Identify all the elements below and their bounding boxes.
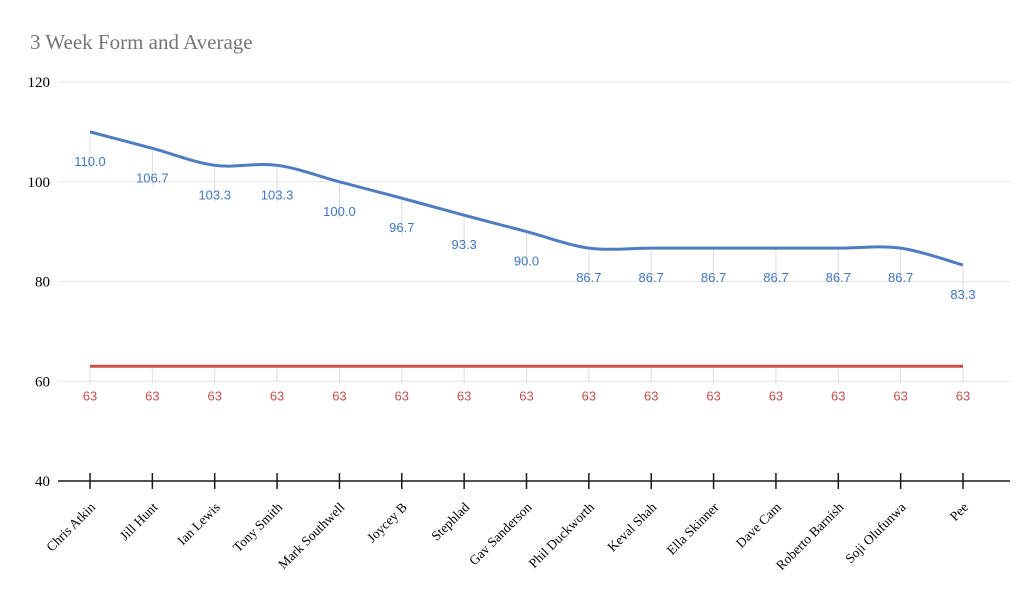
x-category-label: Stephlad (428, 499, 472, 543)
data-label-form: 86.7 (888, 270, 913, 285)
x-category-label: Ian Lewis (174, 500, 223, 549)
data-label-average: 63 (893, 388, 907, 403)
x-category-label: Keval Shah (604, 499, 659, 554)
data-label-form: 86.7 (763, 270, 788, 285)
x-category-label: Gav Sanderson (466, 499, 535, 568)
data-label-average: 63 (706, 388, 720, 403)
data-label-average: 63 (519, 388, 533, 403)
data-label-average: 63 (270, 388, 284, 403)
data-label-average: 63 (457, 388, 471, 403)
data-label-form: 100.0 (323, 204, 356, 219)
data-label-form: 86.7 (701, 270, 726, 285)
data-label-average: 63 (83, 388, 97, 403)
data-label-form: 83.3 (950, 287, 975, 302)
data-label-average: 63 (582, 388, 596, 403)
data-label-average: 63 (145, 388, 159, 403)
data-label-form: 103.3 (261, 187, 294, 202)
data-label-form: 86.7 (826, 270, 851, 285)
x-category-label: Chris Atkin (43, 499, 98, 554)
y-tick-label: 60 (35, 374, 50, 390)
x-category-label: Pee (947, 500, 971, 524)
data-label-average: 63 (769, 388, 783, 403)
data-label-average: 63 (644, 388, 658, 403)
data-label-form: 86.7 (639, 270, 664, 285)
data-label-form: 106.7 (136, 170, 169, 185)
data-label-average: 63 (395, 388, 409, 403)
x-category-label: Phil Duckworth (526, 499, 598, 571)
data-label-form: 110.0 (74, 154, 106, 169)
x-category-label: Roberto Barnish (773, 499, 847, 573)
data-label-average: 63 (956, 388, 970, 403)
x-category-label: Ella Skinner (664, 499, 722, 557)
y-tick-label: 80 (35, 275, 50, 291)
data-label-average: 63 (207, 388, 221, 403)
data-label-form: 103.3 (198, 187, 231, 202)
data-label-form: 86.7 (576, 270, 601, 285)
data-label-form: 96.7 (389, 220, 414, 235)
x-category-label: Tony Smith (230, 499, 285, 554)
x-category-label: Jill Hunt (117, 499, 161, 543)
x-category-label: Joycey B (364, 500, 410, 546)
data-label-average: 63 (831, 388, 845, 403)
x-category-label: Mark Southwell (275, 499, 348, 572)
chart-title: 3 Week Form and Average (30, 30, 253, 54)
y-tick-label: 40 (35, 474, 50, 490)
data-label-form: 90.0 (514, 254, 539, 269)
y-tick-label: 120 (28, 75, 51, 91)
x-category-label: Dave Cam (733, 499, 785, 551)
y-tick-label: 100 (28, 175, 51, 191)
data-label-form: 93.3 (451, 237, 476, 252)
data-label-average: 63 (332, 388, 346, 403)
series-line-form (89, 130, 964, 267)
x-category-label: Soji Olufunwa (842, 500, 909, 567)
